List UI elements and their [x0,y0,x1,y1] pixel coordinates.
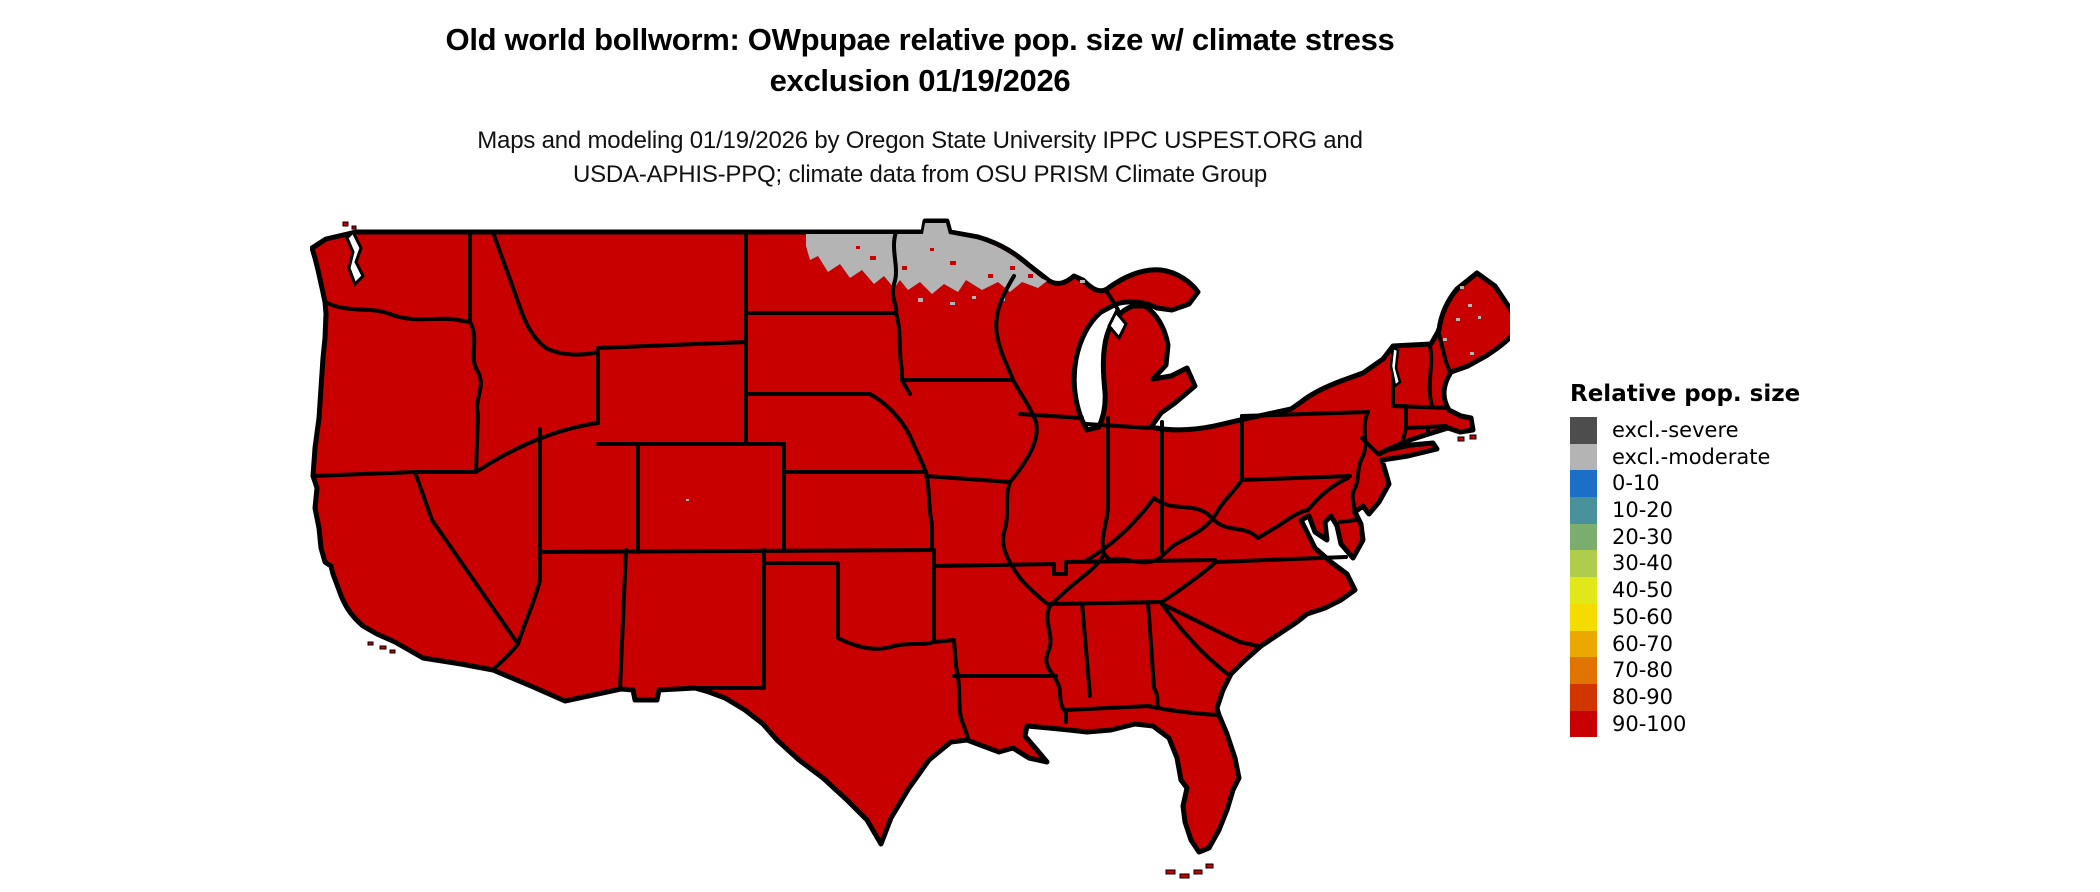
border-id-mt [491,230,600,357]
legend-row: 80-90 [1570,683,1890,711]
legend-label: 50-60 [1612,604,1674,629]
island-speckles [342,221,1477,879]
legend-label: excl.-severe [1612,418,1739,442]
page-subtitle-line2: USDA-APHIS-PPQ; climate data from OSU PR… [572,161,1268,188]
border-mn-wi [994,274,1016,382]
legend-row: 30-40 [1570,550,1890,578]
legend-label: excl.-moderate [1612,444,1771,469]
legend-swatch [1570,550,1597,578]
green-bay [1107,309,1128,341]
legend-swatch [1570,443,1597,471]
border-ky-va [1082,496,1156,564]
legend-label: 90-100 [1612,711,1687,736]
legend-label: 60-70 [1612,631,1674,656]
border-tn-nc [1160,560,1218,604]
us-map [309,218,1521,888]
border-pa-md [1240,474,1352,482]
border-delmarva [1338,518,1358,524]
border-nd-mn [890,230,899,315]
border-mi-wi-up [1104,288,1120,312]
legend-row: 90-100 [1570,710,1890,738]
border-ia-mo [924,474,1012,484]
exclusion-region-nd-mn [806,223,1047,294]
legend-swatch [1570,497,1597,524]
legend-label: 70-80 [1612,658,1674,683]
water-inlets [345,229,1402,389]
legend-swatch [1570,657,1597,684]
legend-swatch [1570,523,1597,551]
page-subtitle-line1: Maps and modeling 01/19/2026 by Oregon S… [477,127,1363,154]
border-wi-il [1018,412,1084,420]
border-sd-mn [894,311,912,396]
legend-swatch [1570,630,1597,658]
border-or-id [468,320,483,474]
legend-label: 40-50 [1612,578,1674,603]
border-az-nm [618,548,628,691]
legend-row: 10-20 [1570,497,1890,524]
page-title-line1: Old world bollworm: OWpupae relative pop… [445,22,1395,57]
legend-swatch [1570,710,1597,738]
border-mi-in-oh [1084,422,1152,430]
border-nm-tx [692,561,766,690]
border-nc-sc [1160,602,1260,648]
lake-champlain [1389,346,1402,389]
border-ny-nj [1360,436,1380,456]
legend-row: 60-70 [1570,630,1890,658]
border-sd-ne-mo-river [744,392,928,474]
border-il-in-ky [1048,416,1110,608]
border-nv-az [516,550,542,646]
page-title-line2: exclusion 01/19/2026 [769,63,1071,98]
legend-swatch [1570,470,1597,498]
legend-swatch [1570,577,1597,604]
us-map-silhouette [309,218,1521,855]
legend-row: 20-30 [1570,523,1890,551]
legend-title: Relative pop. size [1570,381,1801,407]
state-borders [311,230,1452,740]
legend-swatch [1570,603,1597,631]
legend-label: 10-20 [1612,498,1674,523]
legend-row: excl.-severe [1570,417,1890,444]
border-pa-ny [1240,410,1370,418]
puget-sound [345,229,365,287]
border-ny-ma-ct [1391,404,1408,446]
legend-label: 20-30 [1612,524,1674,549]
border-mt-wy [596,340,748,350]
border-ms-al [1080,601,1092,698]
legend-swatch [1570,683,1597,711]
legend-label: 30-40 [1612,551,1674,576]
border-ma-ct-ri [1404,424,1448,436]
border-tn-south [1046,600,1164,606]
page-title: Old world bollworm: OWpupae relative pop… [0,19,1840,101]
border-tx-ar-la [932,638,970,740]
border-nh-me [1436,328,1452,374]
legend-row: 0-10 [1570,470,1890,498]
border-mississippi-lower [1044,604,1068,724]
border-365n [932,555,1348,576]
legend-row: excl.-moderate [1570,443,1890,471]
legend-row: 50-60 [1570,603,1890,631]
border-vt-nh [1427,344,1434,408]
border-md-va-potomac [1306,476,1350,512]
border-nv-id-ut-north [474,421,600,474]
legend: Relative pop. size excl.-severe excl.-mod… [1570,381,1890,738]
border-31n-fl [1064,704,1220,717]
border-mississippi-upper [1001,378,1052,608]
legend-label: 80-90 [1612,684,1674,709]
border-ga-sc [1160,602,1232,678]
page-subtitle: Maps and modeling 01/19/2026 by Oregon S… [0,124,1840,192]
exclusion-red-speckles [856,246,1033,278]
legend-swatch [1570,417,1597,444]
legend-row: 40-50 [1570,577,1890,604]
border-ok-tx-panhandle [762,561,936,651]
border-wv-va [1152,496,1310,540]
legend-label: 0-10 [1612,471,1660,496]
legend-rows: excl.-severe excl.-moderate 0-10 10-20 20-30… [1570,417,1890,738]
border-37n [538,548,932,554]
border-pa-nj [1350,410,1370,514]
border-wa-or [323,300,472,324]
legend-row: 70-80 [1570,657,1890,684]
us-map-canvas [309,218,1521,879]
